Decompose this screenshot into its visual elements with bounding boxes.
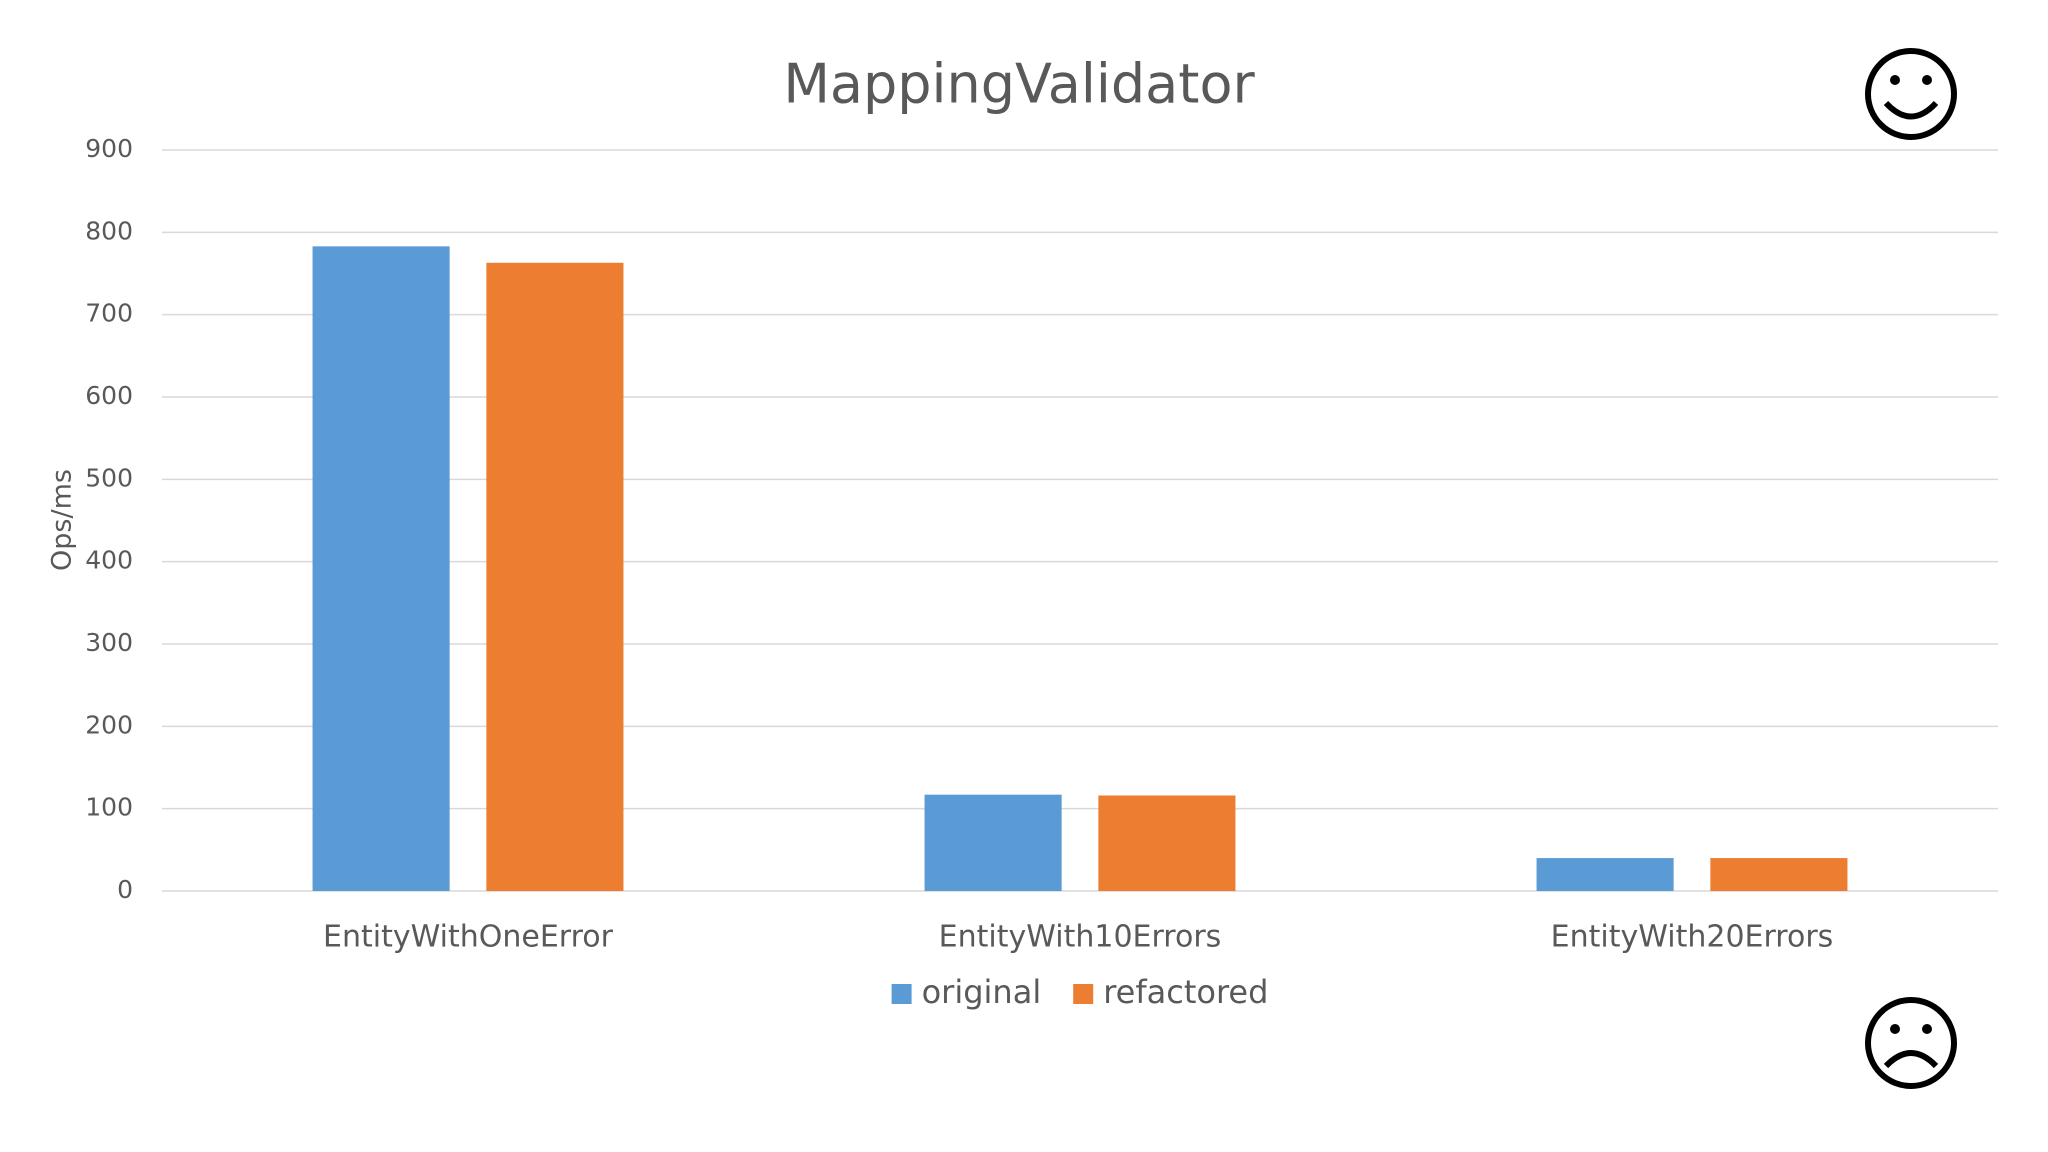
y-tick-label: 700 <box>85 299 133 328</box>
y-tick-label: 0 <box>117 875 133 904</box>
happy-face <box>1865 48 1957 140</box>
y-axis-label: Ops/ms <box>47 469 78 571</box>
y-tick-label: 300 <box>85 628 133 657</box>
legend-swatch <box>891 984 912 1004</box>
y-tick-label: 600 <box>85 381 133 410</box>
y-tick-label: 100 <box>85 793 133 822</box>
bar <box>1710 858 1848 891</box>
bar <box>1536 858 1674 891</box>
sad-face <box>1865 997 1957 1089</box>
x-tick-label: EntityWith10Errors <box>939 920 1222 955</box>
y-tick-label: 200 <box>85 710 133 739</box>
x-tick-label: EntityWith20Errors <box>1551 920 1834 955</box>
bar <box>1098 795 1236 891</box>
y-tick-label: 900 <box>85 134 133 163</box>
legend-label: refactored <box>1103 973 1268 1011</box>
y-tick-label: 400 <box>85 546 133 575</box>
bar <box>486 262 624 892</box>
legend-label: original <box>922 973 1042 1011</box>
y-tick-label: 800 <box>85 216 133 245</box>
chart-title: MappingValidator <box>783 53 1255 116</box>
y-tick-label: 500 <box>85 463 133 492</box>
bar <box>312 246 450 891</box>
legend-swatch <box>1073 984 1094 1004</box>
x-tick-label: EntityWithOneError <box>323 920 614 955</box>
bar <box>924 794 1062 891</box>
